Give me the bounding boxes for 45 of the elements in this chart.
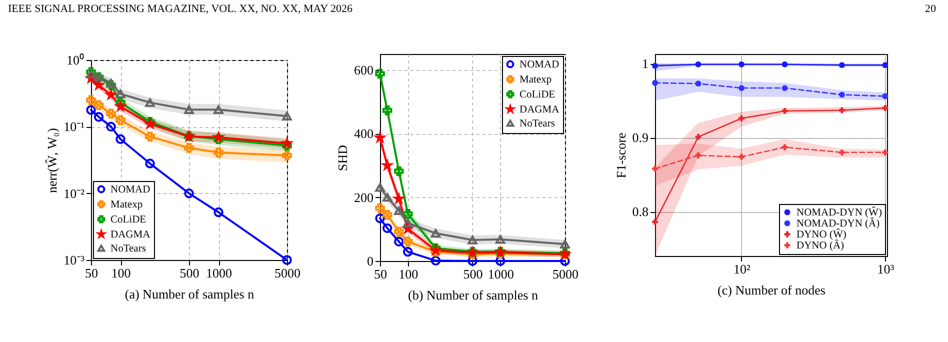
legend-label: DAGMA (520, 104, 560, 116)
legend-label: NOMAD-DYN (Â) (796, 216, 880, 230)
y-tick-label: 0.9 (632, 130, 648, 146)
x-tick-label: 10³ (877, 262, 894, 276)
x-tick-label: 5000 (552, 266, 578, 282)
x-tick-label: 1000 (206, 266, 232, 280)
y-axis-title: SHD (335, 144, 350, 172)
y-tick-label: 600 (354, 62, 374, 78)
y-axis-title: nerr(Ŵ, W₀) (44, 128, 60, 193)
x-axis-title: (a) Number of samples n (124, 286, 255, 302)
x-tick-label: 500 (180, 266, 200, 280)
legend-label: NoTears (520, 118, 555, 130)
legend-label: CoLiDE (520, 89, 556, 100)
x-axis-title: (c) Number of nodes (718, 282, 826, 298)
y-tick-label: 10⁻³ (64, 252, 85, 268)
y-tick-label: 400 (354, 126, 374, 142)
y-tick-label: 1 (642, 56, 648, 72)
legend-label: CoLiDE (110, 214, 146, 226)
legend-label: NoTears (110, 243, 146, 254)
x-tick-label: 1000 (488, 266, 514, 282)
legend-label: Matexp (110, 199, 143, 210)
y-tick-label: 10⁻² (64, 186, 85, 201)
y-tick-label: 10⁰ (66, 52, 84, 68)
y-axis-title: F1-score (613, 132, 628, 178)
y-tick-label: 0 (367, 254, 374, 268)
y-tick-label: 10⁻¹ (64, 119, 85, 134)
x-tick-label: 50 (374, 266, 387, 282)
y-tick-label: 0.8 (632, 204, 648, 220)
legend-label: DYNO (Â) (796, 238, 845, 252)
y-tick-label: 200 (354, 190, 374, 205)
legend-label: Matexp (520, 74, 552, 86)
legend-label: DAGMA (110, 229, 151, 240)
legend-label: NOMAD (520, 59, 560, 70)
text: 20 (925, 3, 936, 15)
x-tick-label: 100 (398, 266, 418, 282)
legend-label: DYNO (Ŵ) (796, 227, 847, 240)
legend-label: NOMAD (110, 184, 151, 196)
x-tick-label: 100 (111, 266, 131, 280)
text: IEEE SIGNAL PROCESSING MAGAZINE, VOL. XX, NO. XX, MAY 2026 (8, 3, 352, 15)
x-tick-label: 50 (85, 266, 98, 280)
x-axis-title: (b) Number of samples n (408, 288, 538, 302)
x-tick-label: 5000 (274, 266, 300, 280)
x-tick-label: 500 (463, 266, 483, 282)
x-tick-label: 10² (734, 262, 751, 276)
legend-label: NOMAD-DYN (Ŵ) (796, 205, 882, 218)
